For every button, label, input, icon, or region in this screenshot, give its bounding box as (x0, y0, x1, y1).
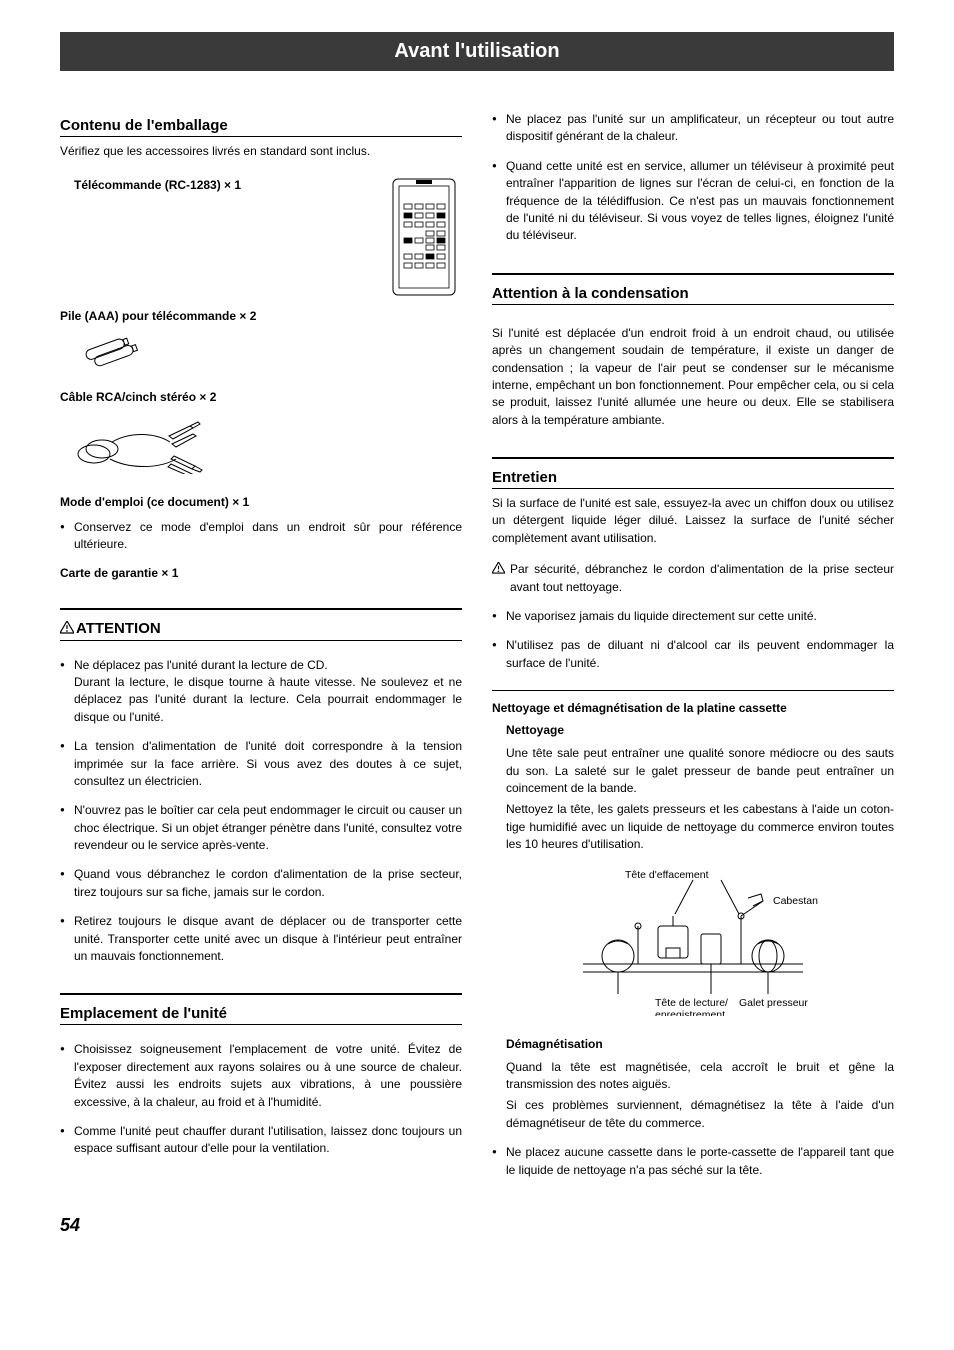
placement-section: Emplacement de l'unité Choisissez soigne… (60, 1005, 462, 1157)
package-intro: Vérifiez que les accessoires livrés en s… (60, 143, 462, 160)
placement-item-1: Choisissez soigneusement l'emplacement d… (60, 1041, 462, 1111)
condensation-para: Si l'unité est déplacée d'un endroit fro… (492, 325, 894, 429)
condensation-title: Attention à la condensation (492, 285, 894, 305)
maintenance-item-1: Ne vaporisez jamais du liquide directeme… (492, 608, 894, 625)
demag-block: Démagnétisation Quand la tête est magnét… (506, 1037, 894, 1133)
diagram-label-playrec-1: Tête de lecture/ (655, 997, 728, 1009)
rca-cable-icon (74, 414, 204, 474)
divider (60, 993, 462, 995)
two-column-layout: Contenu de l'emballage Vérifiez que les … (60, 111, 894, 1191)
remote-label: Télécommande (RC-1283) × 1 (74, 178, 241, 192)
attention-item-5: Retirez toujours le disque avant de dépl… (60, 913, 462, 965)
demag-p2: Si ces problèmes surviennent, démagnétis… (506, 1097, 894, 1132)
cassette-clean-title: Nettoyage et démagnétisation de la plati… (492, 701, 894, 715)
placement-item-4: Quand cette unité est en service, allume… (492, 158, 894, 245)
cleaning-p2: Nettoyez la tête, les galets presseurs e… (506, 801, 894, 853)
demag-p1: Quand la tête est magnétisée, cela accro… (506, 1059, 894, 1094)
right-column: Ne placez pas l'unité sur un amplificate… (492, 111, 894, 1191)
attention-item-1: Ne déplacez pas l'unité durant la lectur… (60, 657, 462, 727)
attention-section: ATTENTION Ne déplacez pas l'unité durant… (60, 620, 462, 966)
maintenance-section: Entretien Si la surface de l'unité est s… (492, 469, 894, 1179)
diagram-label-playrec-2: enregistrement (655, 1009, 725, 1016)
attention-1b: Durant la lecture, le disque tourne à ha… (74, 675, 462, 724)
condensation-section: Attention à la condensation Si l'unité e… (492, 285, 894, 429)
placement-title: Emplacement de l'unité (60, 1005, 462, 1025)
attention-item-2: La tension d'alimentation de l'unité doi… (60, 738, 462, 790)
attention-list: Ne déplacez pas l'unité durant la lectur… (60, 657, 462, 966)
diagram-label-capstan: Cabestan (773, 895, 818, 907)
warning-triangle-icon (60, 621, 74, 638)
warranty-label: Carte de garantie × 1 (60, 566, 462, 580)
placement-list: Choisissez soigneusement l'emplacement d… (60, 1041, 462, 1157)
diagram-label-pinch: Galet presseur (739, 997, 808, 1009)
divider (492, 457, 894, 459)
package-title: Contenu de l'emballage (60, 117, 462, 137)
attention-item-3: N'ouvrez pas le boîtier car cela peut en… (60, 802, 462, 854)
cleaning-block: Nettoyage Une tête sale peut entraîner u… (506, 723, 894, 853)
demag-heading: Démagnétisation (506, 1037, 894, 1051)
maintenance-final-item: Ne placez aucune cassette dans le porte-… (492, 1144, 894, 1179)
thin-divider (492, 690, 894, 691)
remote-item-row: Télécommande (RC-1283) × 1 (60, 178, 462, 299)
maintenance-final-list: Ne placez aucune cassette dans le porte-… (492, 1144, 894, 1179)
attention-title: ATTENTION (60, 620, 462, 641)
manual-label: Mode d'emploi (ce document) × 1 (60, 495, 462, 509)
battery-label: Pile (AAA) pour télécommande × 2 (60, 309, 462, 323)
divider (60, 608, 462, 610)
cable-label: Câble RCA/cinch stéréo × 2 (60, 390, 462, 404)
attention-1a: Ne déplacez pas l'unité durant la lectur… (74, 658, 328, 672)
maintenance-list: Ne vaporisez jamais du liquide directeme… (492, 608, 894, 672)
cleaning-p1: Une tête sale peut entraîner une qualité… (506, 745, 894, 797)
remote-drawing (392, 178, 456, 299)
maintenance-item-2: N'utilisez pas de diluant ni d'alcool ca… (492, 637, 894, 672)
maintenance-warn-text: Par sécurité, débranchez le cordon d'ali… (510, 562, 894, 593)
left-column: Contenu de l'emballage Vérifiez que les … (60, 111, 462, 1191)
divider (492, 273, 894, 275)
cable-drawing (74, 414, 462, 477)
tape-mechanism-diagram: Tête d'effacement Cabestan Tête de lectu… (492, 866, 894, 1019)
attention-title-text: ATTENTION (76, 620, 161, 637)
maintenance-title: Entretien (492, 469, 894, 489)
maintenance-safety-warn: Par sécurité, débranchez le cordon d'ali… (492, 561, 894, 596)
tape-mechanism-icon: Tête d'effacement Cabestan Tête de lectu… (563, 866, 823, 1016)
manual-bullet-list: Conservez ce mode d'emploi dans un endro… (60, 519, 462, 554)
page-number: 54 (60, 1215, 894, 1236)
attention-item-4: Quand vous débranchez le cordon d'alimen… (60, 866, 462, 901)
cleaning-heading: Nettoyage (506, 723, 894, 737)
manual-bullet: Conservez ce mode d'emploi dans un endro… (60, 519, 462, 554)
package-contents-section: Contenu de l'emballage Vérifiez que les … (60, 117, 462, 580)
page-title-bar: Avant l'utilisation (60, 32, 894, 71)
placement-item-3: Ne placez pas l'unité sur un amplificate… (492, 111, 894, 146)
warning-triangle-icon (492, 562, 505, 579)
placement-list-cont: Ne placez pas l'unité sur un amplificate… (492, 111, 894, 245)
battery-drawing (74, 333, 462, 372)
diagram-label-erase: Tête d'effacement (625, 869, 709, 881)
placement-item-2: Comme l'unité peut chauffer durant l'uti… (60, 1123, 462, 1158)
remote-icon (392, 178, 456, 296)
maintenance-intro: Si la surface de l'unité est sale, essuy… (492, 495, 894, 547)
battery-icon (74, 333, 144, 369)
